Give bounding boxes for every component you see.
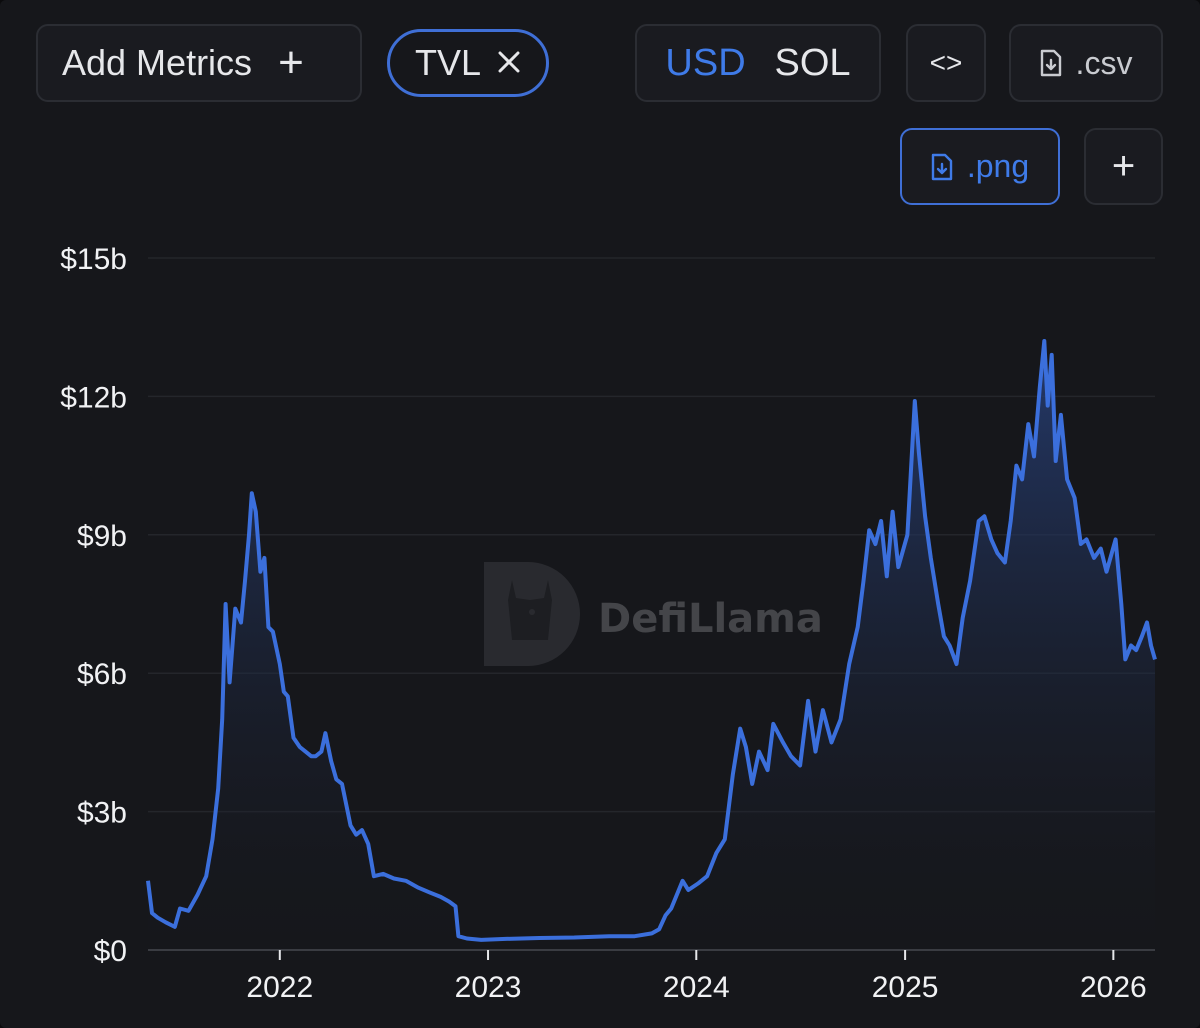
currency-option-sol[interactable]: SOL: [774, 41, 851, 84]
y-axis-ticks: $15b $12b $9b $6b $3b $0: [60, 243, 127, 968]
tvl-series-line: [146, 339, 1157, 942]
csv-label: .csv: [1075, 44, 1133, 81]
embed-button[interactable]: <>: [906, 24, 986, 102]
download-png-button[interactable]: .png: [900, 128, 1060, 205]
y-tick-label: $15b: [60, 243, 127, 276]
code-icon: <>: [929, 47, 963, 78]
x-tick-label: 2023: [455, 971, 522, 1004]
currency-option-usd[interactable]: USD: [665, 41, 746, 84]
close-icon[interactable]: [497, 44, 521, 83]
plus-icon: +: [278, 38, 304, 87]
y-tick-label: $12b: [60, 381, 127, 414]
add-chart-button[interactable]: +: [1084, 128, 1163, 205]
file-download-icon: [1040, 49, 1061, 77]
add-metrics-button[interactable]: Add Metrics +: [36, 24, 362, 102]
x-axis-ticks: 2022 2023 2024 2025 2026: [246, 950, 1147, 1004]
add-metrics-label: Add Metrics: [62, 42, 253, 83]
x-tick-label: 2026: [1080, 971, 1147, 1004]
y-tick-label: $6b: [77, 658, 127, 691]
llama-logo-icon: [484, 562, 580, 666]
y-tick-label: $9b: [77, 520, 127, 553]
y-tick-label: $0: [94, 935, 127, 968]
plus-icon: +: [1111, 144, 1136, 188]
file-download-icon: [931, 153, 953, 180]
currency-toggle: USD SOL: [635, 24, 881, 102]
x-tick-label: 2024: [663, 971, 730, 1004]
tvl-chip-label: TVL: [414, 42, 482, 83]
x-tick-label: 2025: [872, 971, 939, 1004]
tvl-area-fill: [148, 341, 1155, 950]
tvl-metric-chip[interactable]: TVL: [387, 29, 549, 97]
png-label: .png: [966, 148, 1030, 184]
watermark-text: DefiLlama: [598, 596, 823, 642]
y-tick-label: $3b: [77, 797, 127, 830]
defillama-watermark: DefiLlama: [484, 562, 823, 666]
download-csv-button[interactable]: .csv: [1009, 24, 1163, 102]
x-tick-label: 2022: [246, 971, 313, 1004]
